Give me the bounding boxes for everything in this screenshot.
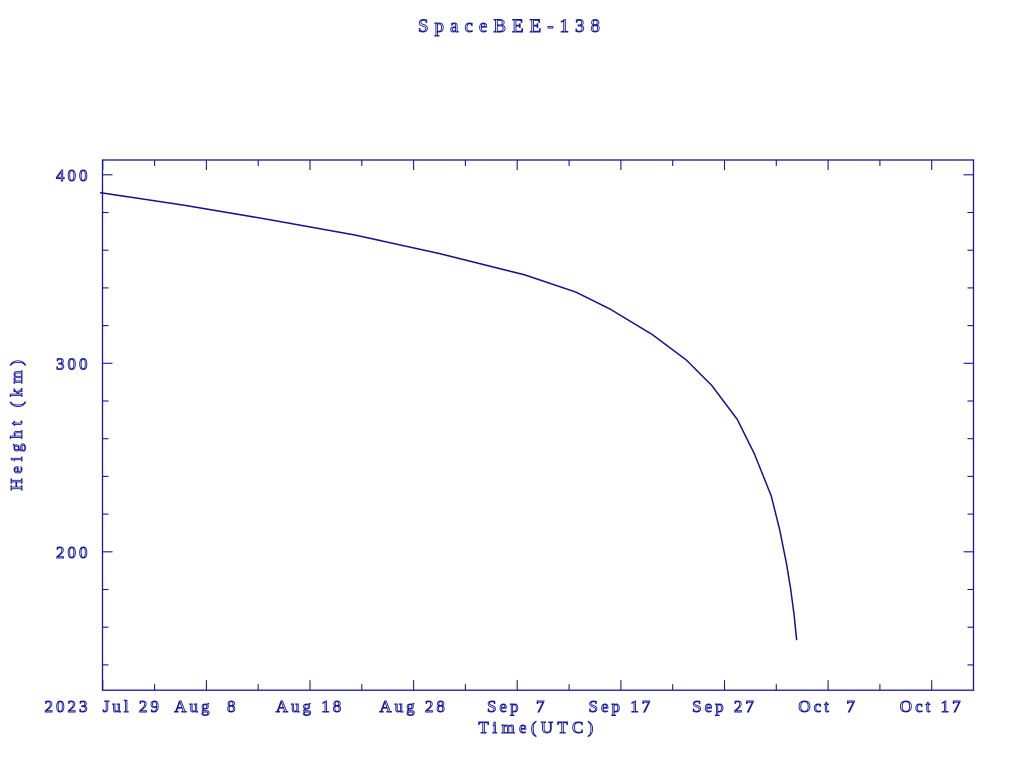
svg-text:Aug 8: Aug 8 (174, 697, 238, 716)
svg-text:SpaceBEE-138: SpaceBEE-138 (418, 16, 606, 37)
svg-text:Sep 27: Sep 27 (692, 697, 757, 716)
svg-text:Sep 17: Sep 17 (589, 697, 654, 716)
svg-text:2023: 2023 (45, 697, 91, 716)
svg-text:Sep 7: Sep 7 (487, 697, 548, 716)
svg-text:Aug 18: Aug 18 (276, 697, 345, 716)
svg-text:Height (km): Height (km) (7, 355, 26, 490)
svg-text:400: 400 (56, 166, 91, 185)
svg-text:Time(UTC): Time(UTC) (478, 718, 597, 737)
svg-text:200: 200 (56, 543, 91, 562)
svg-text:Jul 29: Jul 29 (103, 697, 162, 716)
svg-text:300: 300 (56, 354, 91, 373)
svg-text:Aug 28: Aug 28 (379, 697, 448, 716)
svg-text:Oct 17: Oct 17 (900, 697, 964, 716)
svg-text:Oct 7: Oct 7 (798, 697, 858, 716)
